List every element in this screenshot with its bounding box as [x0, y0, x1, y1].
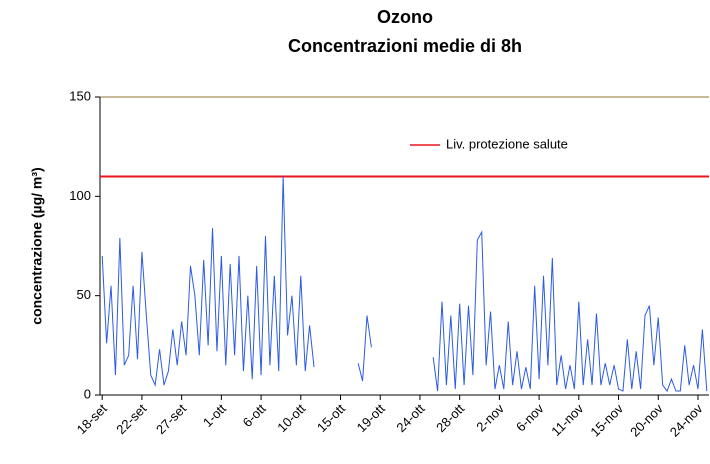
x-tick-label: 24-nov [667, 401, 706, 440]
y-tick-label: 150 [69, 88, 91, 103]
data-line [101, 176, 708, 393]
x-tick-label: 20-nov [627, 401, 666, 440]
chart-title: Ozono [377, 7, 433, 27]
x-tick-label: 15-ott [314, 401, 348, 435]
x-tick-label: 6-nov [513, 401, 547, 435]
x-tick-label: 10-ott [274, 401, 308, 435]
y-tick-label: 50 [77, 287, 91, 302]
y-tick-label: 0 [84, 386, 91, 401]
x-tick-label: 19-ott [354, 401, 388, 435]
x-tick-label: 24-ott [393, 401, 427, 435]
x-tick-label: 27-set [153, 401, 189, 437]
x-tick-label: 6-ott [240, 401, 269, 430]
x-tick-label: 18-set [74, 401, 110, 437]
x-tick-label: 22-set [113, 401, 149, 437]
x-tick-label: 15-nov [587, 401, 626, 440]
legend-label: Liv. protezione salute [446, 136, 568, 151]
x-tick-label: 11-nov [548, 401, 586, 439]
x-tick-label: 1-ott [200, 401, 229, 430]
chart-subtitle: Concentrazioni medie di 8h [288, 36, 522, 56]
x-tick-label: 2-nov [473, 401, 507, 435]
y-tick-label: 100 [69, 188, 91, 203]
x-tick-label: 28-ott [433, 401, 467, 435]
y-axis-title: concentrazione (µg/ m³) [29, 167, 45, 324]
